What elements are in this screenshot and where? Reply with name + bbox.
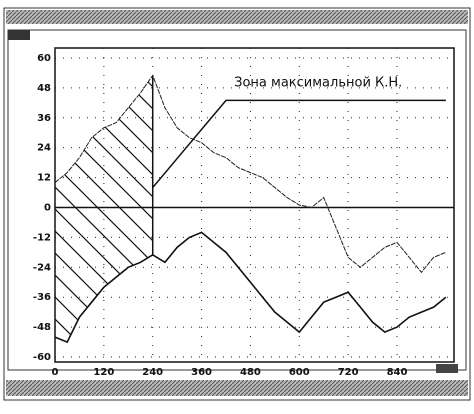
x-tick-label: 720 <box>338 367 359 378</box>
y-tick-label: 60 <box>37 53 51 64</box>
y-tick-label: 0 <box>44 202 51 213</box>
hatched-zone <box>55 75 153 343</box>
x-tick-label: 120 <box>93 367 114 378</box>
series-line <box>54 231 447 344</box>
annotation: Зона максимальной К.Н. <box>234 75 402 90</box>
x-tick-label: 600 <box>289 367 310 378</box>
y-tick-label: -12 <box>33 232 51 243</box>
y-tick-label: 12 <box>37 173 51 184</box>
title-bar <box>6 10 468 24</box>
y-tick-label: -48 <box>33 322 51 333</box>
x-tick-label: 240 <box>142 367 163 378</box>
x-tick-label: 360 <box>191 367 212 378</box>
x-tick-label: 840 <box>387 367 408 378</box>
panel-tab <box>8 30 30 40</box>
annotation-leader <box>152 99 446 189</box>
x-tick-label: 0 <box>52 367 59 378</box>
series-line <box>54 74 447 274</box>
y-tick-label: -24 <box>33 262 51 273</box>
status-bar <box>6 380 468 396</box>
y-tick-label: -36 <box>33 292 51 303</box>
y-tick-label: -60 <box>33 352 51 363</box>
corner-button[interactable] <box>436 364 458 373</box>
y-tick-label: 36 <box>37 113 51 124</box>
y-tick-label: 24 <box>37 143 51 154</box>
x-tick-label: 480 <box>240 367 261 378</box>
y-tick-label: 48 <box>37 83 51 94</box>
